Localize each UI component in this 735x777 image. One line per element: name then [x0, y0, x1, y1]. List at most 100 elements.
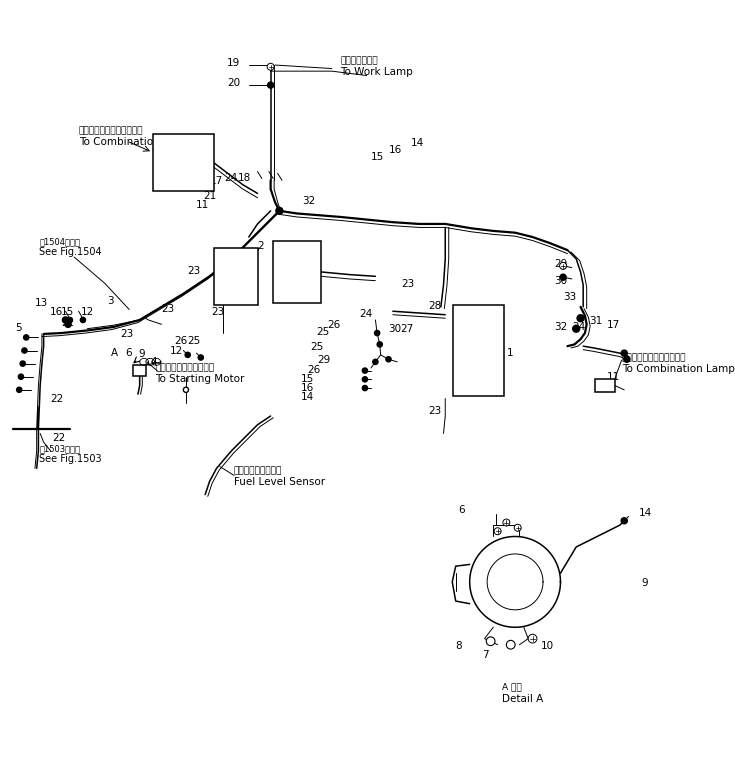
Circle shape: [18, 374, 24, 379]
Text: See Fig.1504: See Fig.1504: [39, 246, 102, 256]
Text: A 詳細: A 詳細: [502, 682, 522, 692]
Circle shape: [373, 359, 378, 364]
Text: 18: 18: [238, 173, 251, 183]
Circle shape: [528, 634, 537, 643]
Text: 23: 23: [162, 305, 175, 314]
Text: 3: 3: [107, 295, 113, 305]
Circle shape: [362, 368, 368, 373]
Text: コンビネーションランプへ: コンビネーションランプへ: [79, 126, 143, 135]
Text: 4: 4: [150, 357, 157, 367]
Bar: [273, 242, 321, 302]
Text: 28: 28: [428, 301, 441, 311]
Circle shape: [375, 330, 380, 336]
Text: See Fig.1503: See Fig.1503: [39, 455, 102, 465]
Bar: [214, 248, 257, 305]
Text: 8: 8: [456, 641, 462, 651]
Circle shape: [621, 350, 627, 356]
Text: 30: 30: [554, 277, 567, 286]
Text: 32: 32: [302, 196, 315, 206]
Circle shape: [503, 519, 510, 526]
Circle shape: [573, 326, 580, 333]
Text: 17: 17: [210, 176, 223, 186]
Circle shape: [506, 640, 515, 649]
Text: 2: 2: [257, 242, 264, 252]
Text: 14: 14: [410, 138, 423, 148]
Circle shape: [487, 637, 495, 646]
Text: To Combination Lamp: To Combination Lamp: [622, 364, 734, 374]
Circle shape: [377, 342, 382, 347]
Text: 17: 17: [607, 320, 620, 330]
Text: 22: 22: [51, 394, 64, 404]
Text: 23: 23: [187, 266, 201, 276]
Text: 22: 22: [52, 434, 65, 444]
Text: コンビネーションランプへ: コンビネーションランプへ: [622, 353, 686, 362]
Circle shape: [560, 263, 566, 269]
Text: 31: 31: [589, 315, 603, 326]
Text: 26: 26: [327, 320, 340, 330]
Text: 11: 11: [196, 200, 209, 211]
Circle shape: [386, 357, 391, 362]
Text: 23: 23: [401, 279, 415, 289]
Text: 26: 26: [307, 365, 320, 375]
Circle shape: [267, 63, 274, 70]
Text: 14: 14: [301, 392, 315, 402]
Text: 30: 30: [389, 324, 401, 334]
Circle shape: [494, 528, 501, 535]
Circle shape: [62, 317, 68, 323]
Text: 12: 12: [81, 307, 94, 317]
Text: 23: 23: [211, 307, 224, 317]
Text: 29: 29: [554, 259, 567, 269]
Circle shape: [362, 377, 368, 382]
Text: 19: 19: [227, 58, 240, 68]
Text: 5: 5: [15, 322, 22, 333]
Text: 13: 13: [35, 298, 48, 308]
Circle shape: [624, 356, 630, 362]
Circle shape: [17, 387, 22, 392]
Circle shape: [22, 348, 27, 353]
Text: 24: 24: [224, 173, 237, 183]
Circle shape: [198, 355, 204, 360]
Circle shape: [185, 352, 190, 357]
Text: Detail A: Detail A: [502, 694, 543, 704]
Text: フェルレベルセンサ: フェルレベルセンサ: [234, 467, 282, 476]
Text: 11: 11: [607, 372, 620, 382]
Text: 24: 24: [359, 309, 373, 319]
Text: 15: 15: [301, 374, 315, 384]
Text: 21: 21: [204, 191, 217, 200]
Text: To Starting Motor: To Starting Motor: [155, 374, 245, 384]
Text: 15: 15: [371, 152, 384, 162]
Text: 24: 24: [572, 322, 585, 332]
Circle shape: [65, 321, 71, 327]
Text: 6: 6: [125, 348, 132, 358]
Text: 10: 10: [541, 641, 554, 651]
Text: 14: 14: [639, 507, 652, 517]
Text: 22: 22: [61, 319, 74, 328]
Text: 第1503図参照: 第1503図参照: [39, 444, 80, 454]
Text: A: A: [111, 348, 118, 358]
Text: 25: 25: [187, 336, 201, 346]
Circle shape: [362, 385, 368, 391]
Bar: [133, 365, 146, 376]
Text: 16: 16: [389, 145, 402, 155]
Circle shape: [24, 335, 29, 340]
Text: 15: 15: [61, 307, 74, 317]
Circle shape: [80, 317, 85, 322]
Text: 23: 23: [121, 329, 134, 339]
Text: 25: 25: [310, 342, 323, 352]
Circle shape: [268, 82, 273, 88]
Circle shape: [514, 524, 521, 531]
Text: 23: 23: [428, 406, 441, 416]
Text: 29: 29: [317, 355, 330, 365]
Circle shape: [20, 361, 25, 366]
Text: 26: 26: [175, 336, 188, 346]
Text: 12: 12: [171, 347, 184, 356]
Text: スターティングモータへ: スターティングモータへ: [155, 364, 215, 373]
Text: 6: 6: [459, 505, 465, 515]
Circle shape: [577, 315, 584, 322]
Text: 16: 16: [49, 307, 63, 317]
Bar: [595, 379, 614, 392]
Text: To Combination Lamp: To Combination Lamp: [79, 137, 191, 147]
Circle shape: [276, 207, 283, 214]
Bar: [153, 134, 214, 191]
Text: 33: 33: [563, 292, 576, 302]
